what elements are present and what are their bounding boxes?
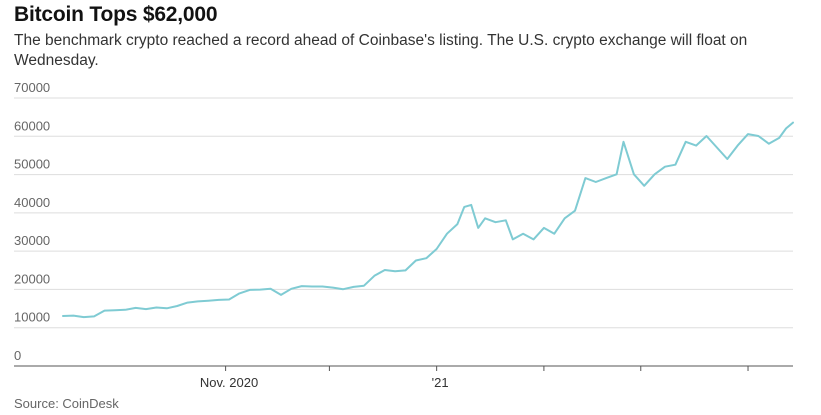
chart-title: Bitcoin Tops $62,000: [14, 3, 218, 26]
x-axis: Nov. 2020 '21: [14, 365, 793, 390]
y-tick-label: 0: [14, 348, 21, 363]
source-note: Source: CoinDesk: [14, 396, 119, 411]
series-layer: [62, 121, 794, 319]
price-series-line: [62, 121, 794, 319]
grid-lines: [14, 97, 793, 329]
y-tick-label: 40000: [14, 195, 50, 210]
bitcoin-price-chart: 0 10000 20000 30000 40000 50000 60000 70000 Nov…: [14, 80, 794, 390]
x-tick-label: Nov. 2020: [200, 375, 258, 390]
y-axis-labels: 0 10000 20000 30000 40000 50000 60000 70000: [14, 80, 50, 363]
x-tick-label: '21: [432, 375, 449, 390]
y-tick-label: 30000: [14, 233, 50, 248]
y-tick-label: 50000: [14, 157, 50, 172]
y-tick-label: 20000: [14, 271, 50, 286]
y-tick-label: 70000: [14, 80, 50, 95]
chart-subtitle: The benchmark crypto reached a record ah…: [14, 32, 748, 69]
y-tick-label: 60000: [14, 118, 50, 133]
y-tick-label: 10000: [14, 310, 50, 325]
